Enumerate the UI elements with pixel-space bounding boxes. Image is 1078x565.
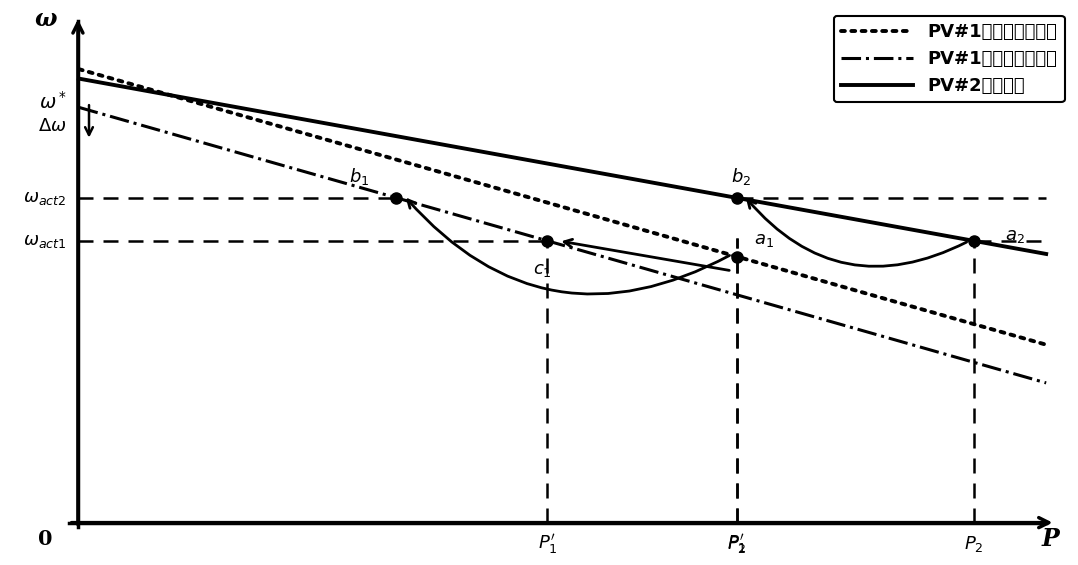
Text: $a_2$: $a_2$ [1006, 227, 1025, 245]
Text: $P_1$: $P_1$ [727, 534, 746, 554]
Text: $b_1$: $b_1$ [349, 166, 370, 188]
Text: $c_1$: $c_1$ [534, 261, 552, 279]
Text: ω: ω [34, 7, 57, 31]
Text: $\omega_{act1}$: $\omega_{act1}$ [24, 232, 67, 250]
Text: $\omega_{act2}$: $\omega_{act2}$ [24, 189, 67, 207]
Legend: PV#1下垂曲线移动前, PV#1下垂曲线移动后, PV#2下垂曲线: PV#1下垂曲线移动前, PV#1下垂曲线移动后, PV#2下垂曲线 [833, 16, 1065, 102]
Text: $P_2'$: $P_2'$ [727, 532, 746, 556]
Text: $a_1$: $a_1$ [755, 231, 774, 249]
Text: $P_1'$: $P_1'$ [538, 532, 557, 556]
Text: P: P [1042, 527, 1060, 551]
Text: $b_2$: $b_2$ [731, 166, 751, 188]
Text: $P_2$: $P_2$ [964, 534, 983, 554]
Text: 0: 0 [39, 529, 53, 549]
Text: $\Delta\omega$: $\Delta\omega$ [39, 117, 67, 135]
Text: $\omega^*$: $\omega^*$ [39, 92, 67, 113]
